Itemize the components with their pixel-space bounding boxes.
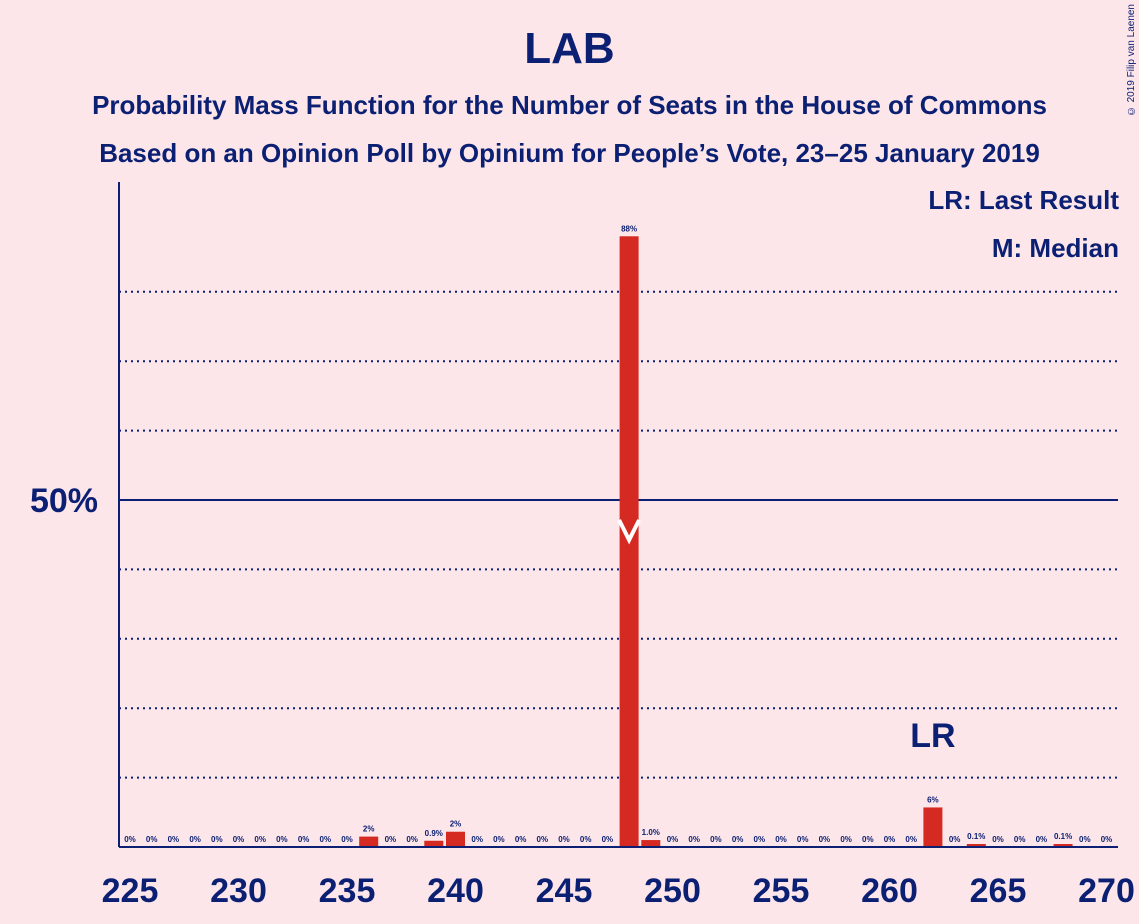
bar-label-228: 0%: [189, 835, 201, 844]
x-tick-label-240: 240: [427, 872, 484, 910]
bar-label-226: 0%: [146, 835, 158, 844]
chart-subtitle-line-2: Based on an Opinion Poll by Opinium for …: [99, 138, 1040, 168]
chart-subtitle-line-1: Probability Mass Function for the Number…: [92, 90, 1047, 120]
bar-label-243: 0%: [515, 835, 527, 844]
x-tick-label-270: 270: [1078, 872, 1135, 910]
bar-label-245: 0%: [558, 835, 570, 844]
bar-label-256: 0%: [797, 835, 809, 844]
x-tick-label-255: 255: [753, 872, 810, 910]
bar-label-244: 0%: [537, 835, 549, 844]
x-tick-label-265: 265: [970, 872, 1027, 910]
bar-label-258: 0%: [840, 835, 852, 844]
bar-label-251: 0%: [688, 835, 700, 844]
x-tick-label-235: 235: [319, 872, 376, 910]
x-tick-label-225: 225: [102, 872, 159, 910]
x-tick-label-230: 230: [210, 872, 267, 910]
bar-label-260: 0%: [884, 835, 896, 844]
legend-last-result: LR: Last Result: [928, 185, 1119, 215]
bar-label-235: 0%: [341, 835, 353, 844]
bar-268: [1053, 844, 1073, 847]
last-result-label: LR: [910, 717, 955, 755]
bar-label-246: 0%: [580, 835, 592, 844]
bar-249: [641, 840, 661, 847]
x-tick-label-250: 250: [644, 872, 701, 910]
bar-label-238: 0%: [406, 835, 418, 844]
bar-label-270: 0%: [1101, 835, 1113, 844]
bar-label-264: 0.1%: [967, 832, 985, 841]
bar-239: [424, 840, 444, 847]
bar-label-240: 2%: [450, 820, 462, 829]
bar-label-249: 1.0%: [642, 828, 660, 837]
bar-label-268: 0.1%: [1054, 832, 1072, 841]
bar-label-261: 0%: [905, 835, 917, 844]
bar-label-236: 2%: [363, 825, 375, 834]
bar-label-250: 0%: [667, 835, 679, 844]
x-tick-label-245: 245: [536, 872, 593, 910]
bar-label-234: 0%: [320, 835, 332, 844]
bar-label-269: 0%: [1079, 835, 1091, 844]
bar-label-237: 0%: [385, 835, 397, 844]
bar-label-227: 0%: [168, 835, 180, 844]
bar-label-266: 0%: [1014, 835, 1026, 844]
bar-label-248: 88%: [621, 224, 637, 233]
bar-label-230: 0%: [233, 835, 245, 844]
bar-264: [966, 844, 986, 847]
median-marker: [617, 519, 641, 545]
bar-label-252: 0%: [710, 835, 722, 844]
y-tick-label-50: 50%: [30, 482, 98, 520]
bar-240: [446, 831, 465, 847]
x-tick-label-260: 260: [861, 872, 918, 910]
bar-label-259: 0%: [862, 835, 874, 844]
bar-label-263: 0%: [949, 835, 961, 844]
bar-label-247: 0%: [602, 835, 614, 844]
bar-label-232: 0%: [276, 835, 288, 844]
bar-label-254: 0%: [754, 835, 766, 844]
bar-label-233: 0%: [298, 835, 310, 844]
bar-label-255: 0%: [775, 835, 787, 844]
bar-label-242: 0%: [493, 835, 505, 844]
chart-title: LAB: [524, 24, 615, 73]
bar-label-229: 0%: [211, 835, 223, 844]
legend-median: M: Median: [991, 233, 1119, 263]
bar-label-253: 0%: [732, 835, 744, 844]
bar-label-239: 0.9%: [425, 829, 443, 838]
bar-262: [923, 807, 943, 847]
bar-label-262: 6%: [927, 795, 939, 804]
bar-label-231: 0%: [254, 835, 266, 844]
bar-label-267: 0%: [1036, 835, 1048, 844]
bar-label-257: 0%: [819, 835, 831, 844]
bar-label-265: 0%: [992, 835, 1004, 844]
bar-236: [359, 836, 379, 847]
bar-label-225: 0%: [124, 835, 136, 844]
bar-label-241: 0%: [471, 835, 483, 844]
